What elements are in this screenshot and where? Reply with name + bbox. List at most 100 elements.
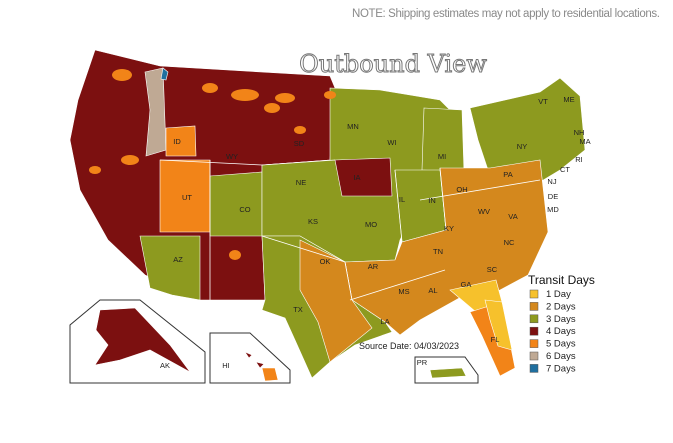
state-label: ME <box>563 95 574 104</box>
state-label: OK <box>320 257 331 266</box>
state-label: TN <box>433 247 443 256</box>
state-label: WY <box>226 152 238 161</box>
state-label: NH <box>574 128 585 137</box>
legend-swatch <box>529 314 539 324</box>
state-label: NJ <box>547 177 556 186</box>
state-label: VT <box>538 97 548 106</box>
state-label: AZ <box>173 255 183 264</box>
state-border <box>419 179 541 201</box>
state-border <box>349 269 446 301</box>
legend-swatch <box>529 339 539 348</box>
state-label: NY <box>517 142 527 151</box>
legend-swatch <box>529 364 539 373</box>
ohio-valley-region <box>394 169 447 243</box>
note: NOTE: Shipping estimates may not apply t… <box>352 8 660 20</box>
legend-label: 5 Days <box>546 339 576 350</box>
state-label: NC <box>504 238 515 247</box>
source-date: Source Date: 04/03/2023 <box>359 341 459 351</box>
legend-label: 6 Days <box>546 351 576 362</box>
patch <box>231 89 259 101</box>
state-label: RI <box>575 155 583 164</box>
iowa-region <box>334 157 393 197</box>
state-label: OH <box>456 185 467 194</box>
hawaii-big-island <box>261 367 279 382</box>
state-label: CO <box>239 205 250 214</box>
state-label: AL <box>428 286 437 295</box>
hawaii-frame <box>209 332 291 384</box>
patch <box>294 126 306 134</box>
state-border <box>344 261 353 301</box>
hawaii-island <box>244 351 253 359</box>
pr-frame <box>414 356 479 384</box>
hawaii-label: HI <box>222 361 230 370</box>
state-label: CT <box>560 165 570 174</box>
legend-swatch <box>529 326 539 336</box>
state-label: TX <box>293 305 303 314</box>
florida-one-day <box>484 299 513 351</box>
legend-title: Transit Days <box>528 273 595 287</box>
state-border <box>159 159 263 166</box>
legend-label: 2 Days <box>546 301 576 312</box>
state-label: MN <box>347 122 359 131</box>
hawaii-island <box>255 361 265 369</box>
colorado-region <box>209 171 263 237</box>
state-border <box>394 169 403 243</box>
map-title: Outbound View <box>299 50 487 78</box>
pr-label: PR <box>417 358 428 367</box>
arizona-region <box>139 235 201 301</box>
patch <box>112 69 132 81</box>
state-label: WI <box>387 138 396 147</box>
state-label: LA <box>380 317 389 326</box>
alaska <box>94 307 191 373</box>
patch <box>324 91 336 99</box>
state-label: IL <box>399 195 405 204</box>
state-label: ID <box>173 137 181 146</box>
patch <box>89 166 101 174</box>
state-label: GA <box>461 280 472 289</box>
state-label: DE <box>548 192 558 201</box>
state-label: MO <box>365 220 377 229</box>
state-label: PA <box>503 170 512 179</box>
us-map: ID UT WY CO AZ SD NE KS OK TX MN WI IA MI IL IN MO AR LA MS… <box>69 49 591 384</box>
legend-swatch <box>529 302 539 311</box>
state-label: VA <box>508 212 517 221</box>
state-label: SC <box>487 265 498 274</box>
patch <box>229 250 241 260</box>
state-label: UT <box>182 193 192 202</box>
state-label: IN <box>428 196 436 205</box>
state-label: MA <box>579 137 590 146</box>
idaho-tip <box>160 67 169 81</box>
idaho-region <box>144 67 167 157</box>
state-label: WV <box>478 207 490 216</box>
legend-label: 1 Day <box>546 289 571 300</box>
state-label: NE <box>296 178 306 187</box>
northeast-region <box>469 77 586 183</box>
state-label: KS <box>308 217 318 226</box>
state-border <box>261 159 336 166</box>
state-label: MD <box>547 205 559 214</box>
alaska-frame <box>69 299 206 384</box>
state-label: MI <box>438 152 446 161</box>
legend-label: 4 Days <box>546 326 576 337</box>
patch <box>202 83 218 93</box>
legend-label: 3 Days <box>546 314 576 325</box>
state-border <box>261 235 346 263</box>
state-label: MS <box>398 287 409 296</box>
puerto-rico <box>429 367 467 379</box>
michigan-region <box>421 107 465 173</box>
state-label: IA <box>353 173 360 182</box>
state-label: KY <box>444 224 454 233</box>
patch <box>275 93 295 103</box>
state-label: AR <box>368 262 379 271</box>
legend-label: 7 Days <box>546 363 576 374</box>
idaho-south <box>165 125 197 157</box>
state-border <box>439 167 447 231</box>
state-label: FL <box>491 335 500 344</box>
patch <box>264 103 280 113</box>
patch <box>121 155 139 165</box>
legend-swatch <box>529 289 539 299</box>
state-label: SD <box>294 139 305 148</box>
legend-swatch <box>529 351 539 361</box>
